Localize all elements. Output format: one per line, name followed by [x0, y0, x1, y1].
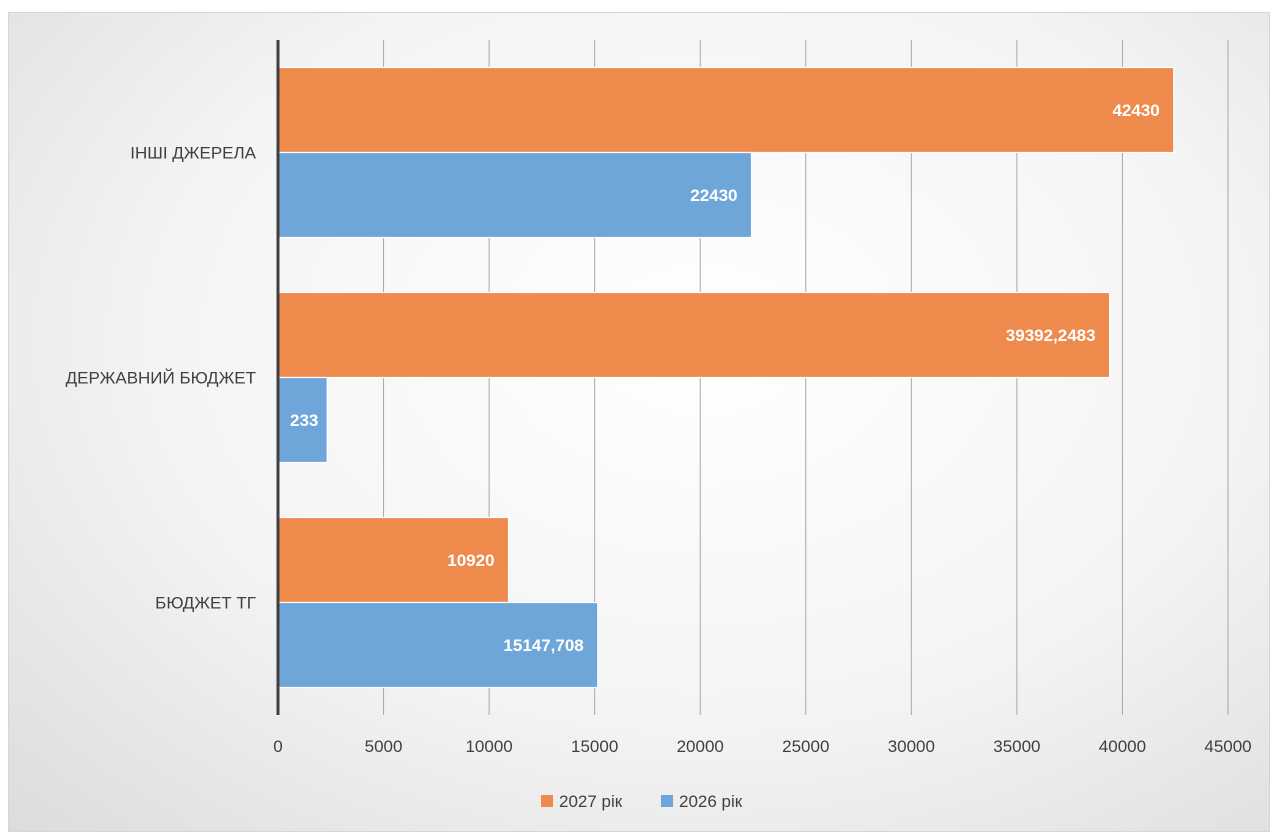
data-label-2027-рік-інші-джерела: 42430 [1112, 101, 1159, 120]
x-tick-label-15000: 15000 [571, 737, 618, 756]
data-labels: 42430 22430 39392,2483 233 10920 15147,708 [290, 101, 1160, 655]
legend-label-2027-рік: 2027 рік [559, 792, 623, 811]
bar-2026-рік-бюджет-тг [277, 601, 599, 689]
data-label-2026-рік-державний-бюджет: 233 [290, 411, 318, 430]
x-tick-label-10000: 10000 [465, 737, 512, 756]
category-label-державний-бюджет: ДЕРЖАВНИЙ БЮДЖЕТ [66, 369, 256, 388]
axes: 0 5000 10000 15000 20000 25000 30000 35000 40000… [66, 40, 1252, 756]
bar-2026-рік-інші-джерела [277, 151, 753, 239]
x-tick-label-45000: 45000 [1204, 737, 1251, 756]
data-label-2027-рік-державний-бюджет: 39392,2483 [1006, 326, 1096, 345]
x-tick-label-0: 0 [273, 737, 282, 756]
legend-swatch-2027-рік [541, 795, 553, 807]
x-tick-label-35000: 35000 [993, 737, 1040, 756]
legend-label-2026-рік: 2026 рік [679, 792, 743, 811]
legend: 2027 рік 2026 рік [541, 792, 743, 811]
data-label-2027-рік-бюджет-тг: 10920 [447, 551, 494, 570]
category-label-інші-джерела: ІНШІ ДЖЕРЕЛА [130, 144, 256, 163]
category-label-бюджет-тг: БЮДЖЕТ ТГ [155, 594, 256, 613]
data-label-2026-рік-інші-джерела: 22430 [690, 186, 737, 205]
bar-2027-рік-державний-бюджет [277, 291, 1111, 379]
data-label-2026-рік-бюджет-тг: 15147,708 [503, 636, 583, 655]
x-tick-label-30000: 30000 [888, 737, 935, 756]
x-tick-label-5000: 5000 [365, 737, 403, 756]
x-tick-label-40000: 40000 [1099, 737, 1146, 756]
bar-2027-рік-інші-джерела [277, 66, 1175, 154]
x-tick-label-20000: 20000 [677, 737, 724, 756]
x-tick-label-25000: 25000 [782, 737, 829, 756]
legend-swatch-2026-рік [661, 795, 673, 807]
bars [277, 66, 1175, 689]
